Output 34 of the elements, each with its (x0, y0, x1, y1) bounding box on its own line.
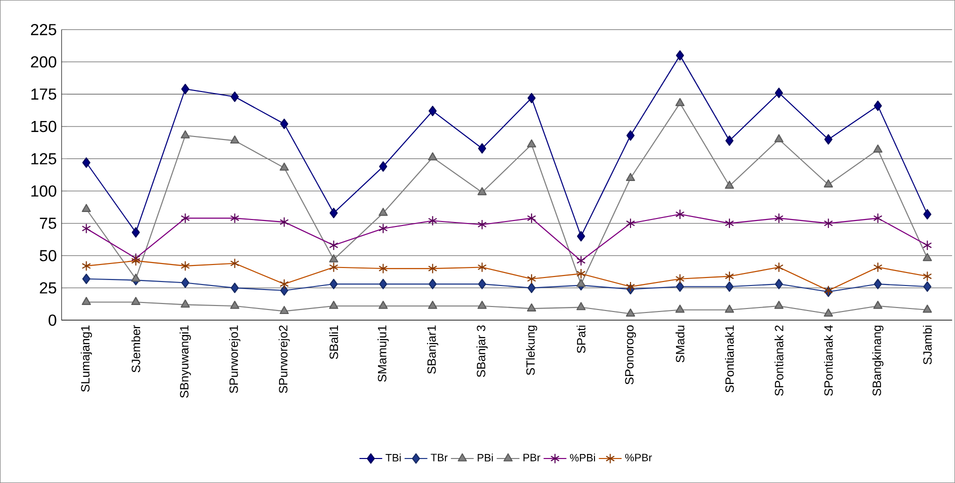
y-tick-label: 175 (31, 88, 56, 100)
legend-label: TBi (386, 454, 401, 462)
y-tick-label: 200 (30, 56, 56, 68)
y-tick-label: 100 (31, 185, 56, 197)
x-tick-label: SMamuju1 (378, 325, 389, 382)
x-tick-label: SBnyuwangi1 (180, 325, 191, 398)
y-tick-label: 150 (31, 120, 56, 132)
y-tick-label: 75 (40, 218, 56, 229)
x-tick-label: SPontianak1 (725, 325, 734, 392)
y-tick-label: 50 (40, 250, 56, 262)
y-tick-label: 25 (40, 282, 56, 294)
x-tick-label: SJambi (922, 326, 932, 364)
y-tick-label: 125 (31, 153, 56, 164)
x-tick-label: SBanjar1 (427, 325, 438, 374)
y-tick-label: 225 (30, 24, 56, 36)
x-tick-label: SPontianak 2 (774, 325, 784, 396)
x-tick-label: SPati (576, 326, 586, 353)
y-tick-label: 0 (48, 314, 56, 326)
x-tick-label: SPontianak 4 (824, 325, 833, 396)
x-tick-label: SBali1 (329, 325, 338, 359)
x-tick-label: SPonorogo (625, 325, 636, 384)
x-tick-label: STlekung (526, 326, 538, 375)
x-tick-label: SPurworejo1 (229, 325, 240, 394)
legend-label: TBr (430, 454, 448, 462)
x-tick-label: SLumajang1 (80, 325, 92, 392)
x-tick-label: SMadu (676, 326, 684, 362)
legend-label: %PBr (625, 454, 652, 462)
x-tick-label: SJember (131, 325, 140, 372)
legend-label: PBi (478, 454, 493, 462)
x-tick-label: SPurworejo2 (278, 325, 290, 394)
legend-label: %PBi (570, 454, 595, 462)
x-tick-label: SBanjar 3 (476, 325, 488, 378)
x-tick-label: SBangkinang (872, 326, 884, 396)
legend-label: PBr (524, 454, 540, 462)
